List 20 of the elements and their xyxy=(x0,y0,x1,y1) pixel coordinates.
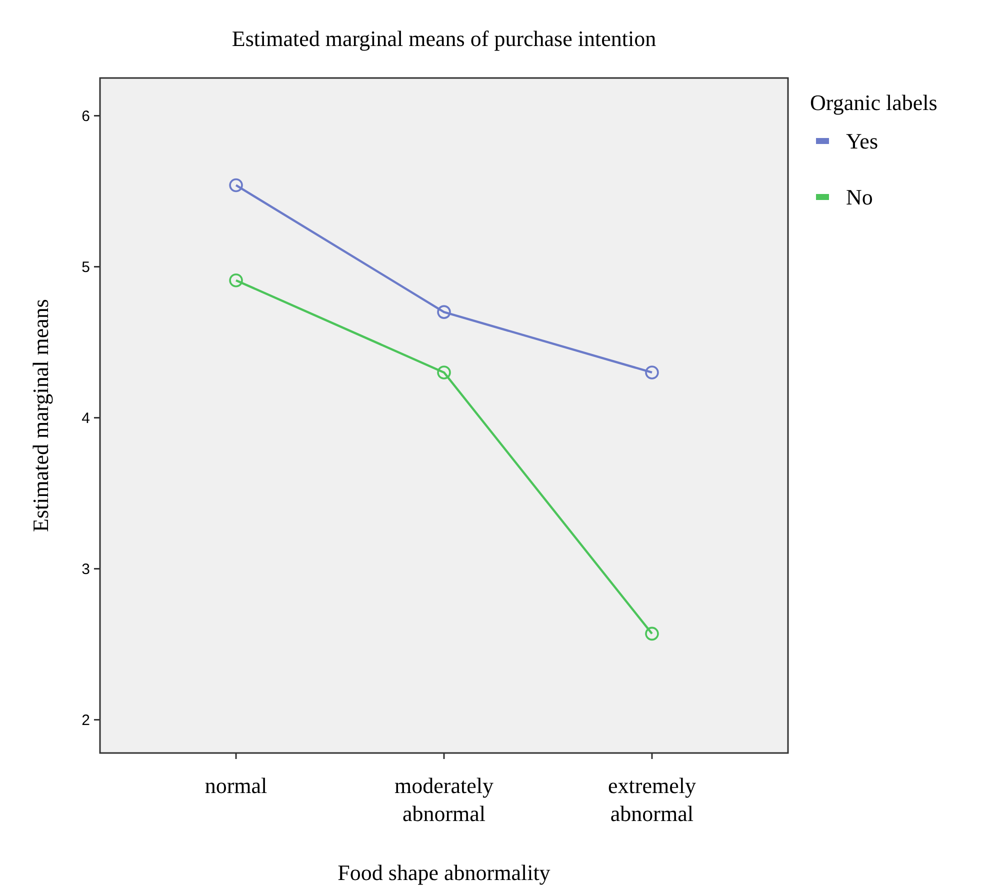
point xyxy=(437,305,451,319)
point xyxy=(645,366,659,380)
legend-title: Organic labels xyxy=(810,90,938,115)
point xyxy=(229,273,243,288)
y-tick-label: 6 xyxy=(82,108,90,125)
x-tick-label: normal xyxy=(204,773,268,798)
legend-label: Yes xyxy=(846,128,878,154)
legend-label: No xyxy=(846,184,873,210)
y-tick-label: 2 xyxy=(82,712,90,730)
x-tick-label: moderately abnormal xyxy=(394,773,494,826)
x-axis-title: Food shape abnormality xyxy=(338,860,550,885)
point xyxy=(645,626,659,641)
y-tick-label: 3 xyxy=(82,561,90,578)
x-tick-label: extremely abnormal xyxy=(608,773,696,826)
y-tick-label: 4 xyxy=(82,410,90,428)
y-axis-title: Estimated marginal means xyxy=(28,299,53,532)
point xyxy=(437,366,451,380)
point xyxy=(229,178,243,192)
chart-title: Estimated marginal means of purchase intention xyxy=(232,26,656,51)
y-tick-label: 5 xyxy=(82,259,90,276)
